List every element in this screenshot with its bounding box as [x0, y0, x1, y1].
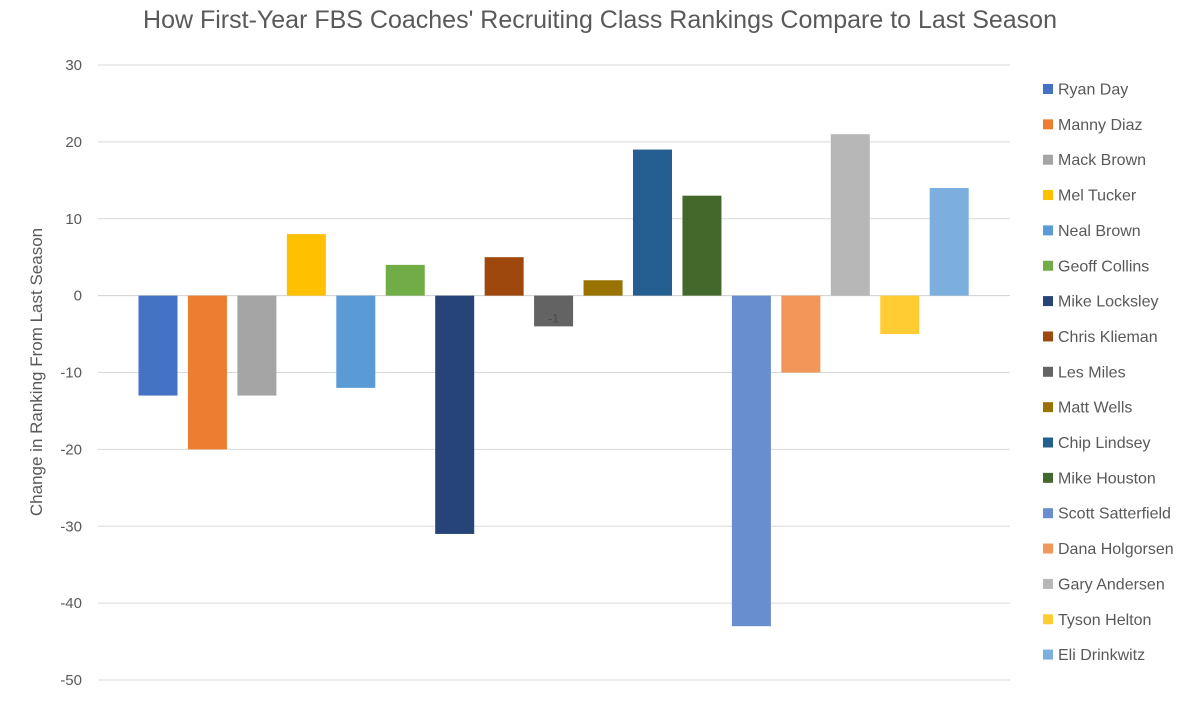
- legend-swatch: [1043, 84, 1053, 94]
- legend-label: Chip Lindsey: [1058, 435, 1151, 452]
- legend-item: Mike Locksley: [1043, 294, 1158, 311]
- legend-label: Eli Drinkwitz: [1058, 647, 1145, 664]
- legend-label: Manny Diaz: [1058, 117, 1142, 134]
- y-tick-label: 30: [65, 57, 82, 74]
- legend-label: Matt Wells: [1058, 400, 1132, 417]
- bar-chip-lindsey: [633, 149, 672, 296]
- y-tick-label: -30: [60, 518, 82, 535]
- legend-item: Scott Satterfield: [1043, 506, 1171, 523]
- legend: Ryan Day Manny Diaz Mack Brown Mel Tucker Ne…: [1043, 82, 1174, 664]
- legend-label: Mike Houston: [1058, 470, 1156, 487]
- bar-ryan-day: [138, 295, 178, 396]
- legend-swatch: [1043, 154, 1053, 165]
- legend-item: Geoff Collins: [1043, 258, 1149, 275]
- legend-label: Chris Klieman: [1058, 329, 1158, 346]
- legend-label: Mack Brown: [1058, 152, 1146, 169]
- chart-title: How First-Year FBS Coaches' Recruiting C…: [143, 6, 1057, 34]
- legend-label: Gary Andersen: [1058, 576, 1165, 593]
- legend-item: Les Miles: [1043, 364, 1126, 381]
- legend-item: Tyson Helton: [1043, 612, 1151, 629]
- legend-label: Neal Brown: [1058, 223, 1141, 240]
- legend-swatch: [1043, 543, 1053, 554]
- legend-label: Mel Tucker: [1058, 188, 1137, 205]
- bar-neal-brown: [336, 295, 376, 388]
- legend-swatch: [1043, 508, 1053, 519]
- legend-label: Dana Holgorsen: [1058, 541, 1174, 558]
- legend-label: Les Miles: [1058, 364, 1126, 381]
- y-axis-ticks: 30 20 10 0 -10 -20 -30 -40 -50: [60, 57, 82, 689]
- y-axis-label: Change in Ranking From Last Season: [27, 228, 46, 516]
- bar-les-miles: [534, 295, 574, 327]
- y-tick-label: -50: [60, 672, 82, 689]
- legend-item: Mack Brown: [1043, 152, 1146, 169]
- legend-swatch: [1043, 260, 1053, 271]
- gridlines: [98, 64, 1010, 681]
- legend-label: Tyson Helton: [1058, 612, 1151, 629]
- legend-swatch: [1043, 402, 1053, 413]
- y-tick-label: 10: [65, 211, 82, 228]
- bar-chris-klieman: [484, 257, 524, 296]
- legend-item: Mel Tucker: [1043, 188, 1137, 205]
- legend-item: Eli Drinkwitz: [1043, 647, 1145, 664]
- legend-item: Manny Diaz: [1043, 117, 1142, 134]
- legend-swatch: [1043, 190, 1053, 201]
- y-tick-label: -20: [60, 441, 82, 458]
- y-tick-label: 20: [65, 134, 82, 151]
- bar-gary-andersen: [830, 134, 870, 296]
- bars: [138, 134, 969, 627]
- legend-label: Geoff Collins: [1058, 258, 1149, 275]
- legend-label: Mike Locksley: [1058, 294, 1158, 311]
- legend-swatch: [1043, 119, 1053, 130]
- legend-swatch: [1043, 331, 1053, 342]
- bar-mike-locksley: [435, 295, 475, 534]
- legend-item: Chris Klieman: [1043, 329, 1158, 346]
- legend-item: Chip Lindsey: [1043, 435, 1151, 452]
- bar-mel-tucker: [286, 234, 326, 296]
- legend-swatch: [1043, 649, 1053, 660]
- bar-dana-holgorsen: [781, 295, 821, 373]
- legend-swatch: [1043, 225, 1053, 236]
- bar-manny-diaz: [187, 295, 227, 450]
- legend-item: Dana Holgorsen: [1043, 541, 1174, 558]
- legend-label: Scott Satterfield: [1058, 506, 1171, 523]
- annotations: -1: [548, 312, 559, 326]
- bar-scott-satterfield: [731, 295, 771, 627]
- legend-item: Gary Andersen: [1043, 576, 1165, 593]
- bar-geoff-collins: [385, 264, 425, 296]
- legend-item: Matt Wells: [1043, 400, 1132, 417]
- bar-mike-houston: [682, 195, 722, 296]
- y-tick-label: -40: [60, 595, 82, 612]
- y-tick-label: 0: [74, 288, 82, 305]
- bar-tyson-helton: [880, 295, 920, 335]
- legend-swatch: [1043, 472, 1053, 483]
- legend-item: Neal Brown: [1043, 223, 1141, 240]
- legend-item: Mike Houston: [1043, 470, 1156, 487]
- legend-item: Ryan Day: [1043, 82, 1128, 99]
- bar-eli-drinkwitz: [929, 188, 969, 296]
- legend-swatch: [1043, 614, 1053, 625]
- bar-mack-brown: [237, 295, 277, 396]
- legend-label: Ryan Day: [1058, 82, 1128, 99]
- data-label: -1: [548, 312, 559, 326]
- bar-matt-wells: [583, 280, 623, 296]
- legend-swatch: [1043, 366, 1053, 377]
- legend-swatch: [1043, 437, 1053, 448]
- legend-swatch: [1043, 296, 1053, 307]
- legend-swatch: [1043, 578, 1053, 589]
- y-tick-label: -10: [60, 365, 82, 382]
